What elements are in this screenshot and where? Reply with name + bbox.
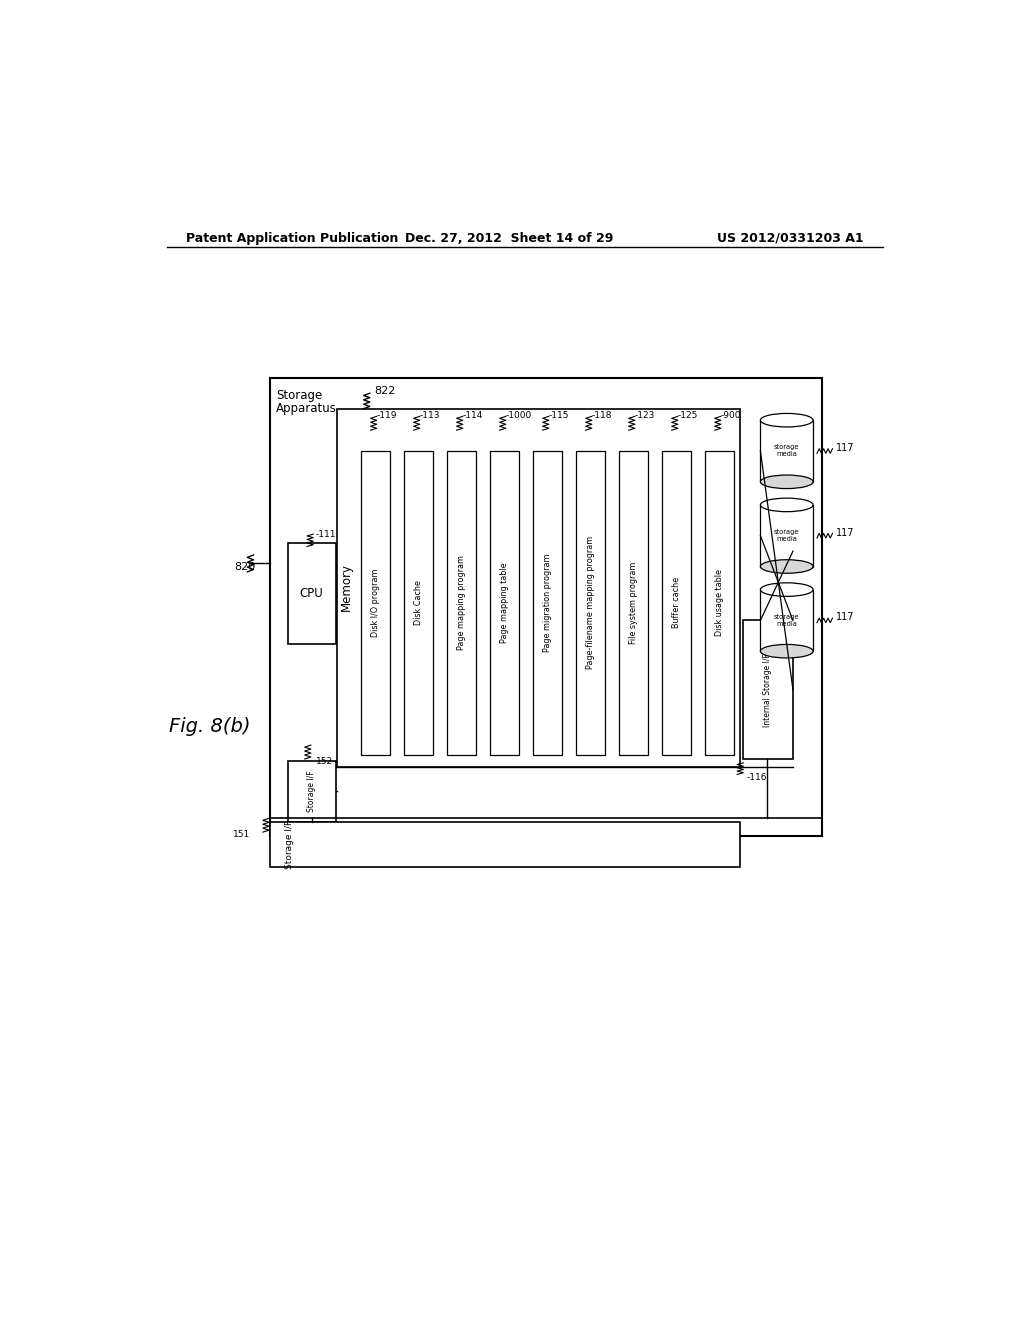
Ellipse shape bbox=[761, 498, 813, 512]
Text: Page-filename mapping program: Page-filename mapping program bbox=[586, 536, 595, 669]
Text: File system program: File system program bbox=[629, 561, 638, 644]
Text: 820: 820 bbox=[234, 561, 255, 572]
Bar bbox=[761, 420, 813, 482]
Ellipse shape bbox=[761, 475, 813, 488]
Bar bbox=[575, 451, 605, 755]
Text: Disk I/O program: Disk I/O program bbox=[371, 569, 380, 638]
Text: Fig. 8(b): Fig. 8(b) bbox=[169, 717, 251, 735]
Ellipse shape bbox=[761, 583, 813, 597]
Text: 117: 117 bbox=[836, 528, 854, 537]
Bar bbox=[289, 760, 336, 822]
Bar bbox=[446, 451, 476, 755]
Text: -123: -123 bbox=[635, 411, 655, 420]
Text: -115: -115 bbox=[549, 411, 569, 420]
Text: storage
media: storage media bbox=[774, 529, 800, 543]
Text: Buffer cache: Buffer cache bbox=[672, 577, 681, 628]
Text: 117: 117 bbox=[836, 612, 854, 622]
Bar bbox=[761, 504, 813, 566]
Text: Disk Cache: Disk Cache bbox=[414, 581, 423, 626]
Text: -113: -113 bbox=[420, 411, 440, 420]
Bar bbox=[761, 590, 813, 651]
Text: -116: -116 bbox=[746, 774, 767, 781]
Text: -114: -114 bbox=[463, 411, 483, 420]
Bar bbox=[532, 451, 562, 755]
Text: Memory: Memory bbox=[340, 564, 353, 611]
Bar bbox=[618, 451, 648, 755]
Text: 117: 117 bbox=[836, 444, 854, 453]
Text: 822: 822 bbox=[375, 385, 396, 396]
Text: Page mapping program: Page mapping program bbox=[457, 556, 466, 651]
Text: storage
media: storage media bbox=[774, 614, 800, 627]
Text: CPU: CPU bbox=[300, 587, 324, 601]
Text: 152: 152 bbox=[315, 756, 333, 766]
Bar bbox=[662, 451, 691, 755]
Text: -1000: -1000 bbox=[506, 411, 532, 420]
Text: Storage I/F: Storage I/F bbox=[307, 771, 316, 812]
Text: -119: -119 bbox=[377, 411, 397, 420]
Text: Storage: Storage bbox=[276, 389, 323, 403]
Bar bbox=[360, 451, 390, 755]
Text: -900: -900 bbox=[721, 411, 741, 420]
Ellipse shape bbox=[761, 560, 813, 573]
Bar bbox=[742, 620, 793, 759]
Text: Page migration program: Page migration program bbox=[543, 553, 552, 652]
Text: Apparatus: Apparatus bbox=[276, 403, 337, 416]
Bar bbox=[270, 822, 740, 867]
Bar bbox=[270, 378, 821, 836]
Text: Disk usage table: Disk usage table bbox=[715, 569, 724, 636]
Text: Page mapping table: Page mapping table bbox=[500, 562, 509, 643]
Text: 151: 151 bbox=[233, 830, 251, 838]
Text: Storage I/F: Storage I/F bbox=[285, 820, 294, 869]
Bar bbox=[705, 451, 734, 755]
Bar bbox=[489, 451, 519, 755]
Text: Internal Storage I/F: Internal Storage I/F bbox=[763, 653, 772, 726]
Ellipse shape bbox=[761, 644, 813, 657]
Text: -118: -118 bbox=[592, 411, 612, 420]
Text: US 2012/0331203 A1: US 2012/0331203 A1 bbox=[717, 231, 863, 244]
Text: Dec. 27, 2012  Sheet 14 of 29: Dec. 27, 2012 Sheet 14 of 29 bbox=[406, 231, 613, 244]
Text: Patent Application Publication: Patent Application Publication bbox=[186, 231, 398, 244]
Text: -125: -125 bbox=[678, 411, 698, 420]
Ellipse shape bbox=[761, 413, 813, 426]
Text: -111: -111 bbox=[315, 529, 336, 539]
Bar bbox=[289, 544, 336, 644]
Bar bbox=[337, 409, 740, 767]
Text: storage
media: storage media bbox=[774, 445, 800, 458]
Bar bbox=[403, 451, 433, 755]
